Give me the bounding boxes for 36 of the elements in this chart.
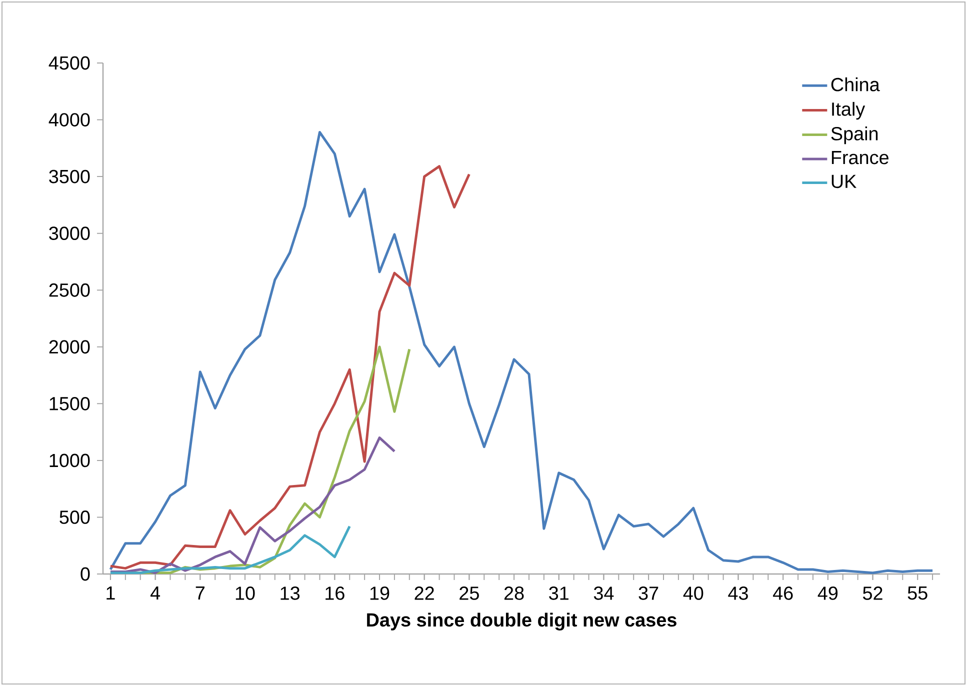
x-tick-label: 10 <box>236 586 255 600</box>
x-tick-label: 52 <box>862 586 882 600</box>
x-tick-label: 46 <box>772 586 793 600</box>
x-tick-label: 13 <box>280 586 300 600</box>
legend-label: China <box>831 77 880 92</box>
y-tick-label: 4000 <box>48 113 90 126</box>
x-tick-label: 37 <box>638 586 658 600</box>
x-tick-label: 31 <box>549 586 568 600</box>
y-tick-label: 3000 <box>49 226 90 240</box>
y-tick-label: 0 <box>80 567 90 581</box>
y-tick-label: 2500 <box>49 283 90 297</box>
legend-label: Spain <box>831 126 878 144</box>
y-tick-label: 1500 <box>50 396 90 410</box>
x-tick-label: 25 <box>460 586 479 600</box>
y-tick-label: 2000 <box>49 340 90 354</box>
x-tick-label: 16 <box>326 586 344 600</box>
x-axis-title: Days since double digit new cases <box>367 612 676 630</box>
legend-label: UK <box>832 174 856 188</box>
y-tick-label: 4500 <box>48 56 90 70</box>
x-tick-label: 34 <box>594 586 614 600</box>
y-tick-label: 3500 <box>49 170 90 184</box>
x-tick-label: 7 <box>196 586 204 600</box>
y-tick-label: 1000 <box>50 454 90 468</box>
y-tick-label: 500 <box>60 510 90 524</box>
x-tick-label: 43 <box>728 586 748 600</box>
x-tick-label: 1 <box>106 586 115 600</box>
x-tick-label: 49 <box>818 586 838 600</box>
x-tick-label: 22 <box>414 586 434 600</box>
legend-label: Italy <box>832 102 866 120</box>
legend-label: France <box>832 151 888 164</box>
x-tick-label: 28 <box>504 586 524 600</box>
x-tick-label: 4 <box>150 586 160 600</box>
line-series <box>109 165 470 570</box>
x-tick-label: 55 <box>908 586 928 600</box>
x-tick-label: 19 <box>370 586 390 600</box>
x-tick-label: 40 <box>683 586 704 600</box>
